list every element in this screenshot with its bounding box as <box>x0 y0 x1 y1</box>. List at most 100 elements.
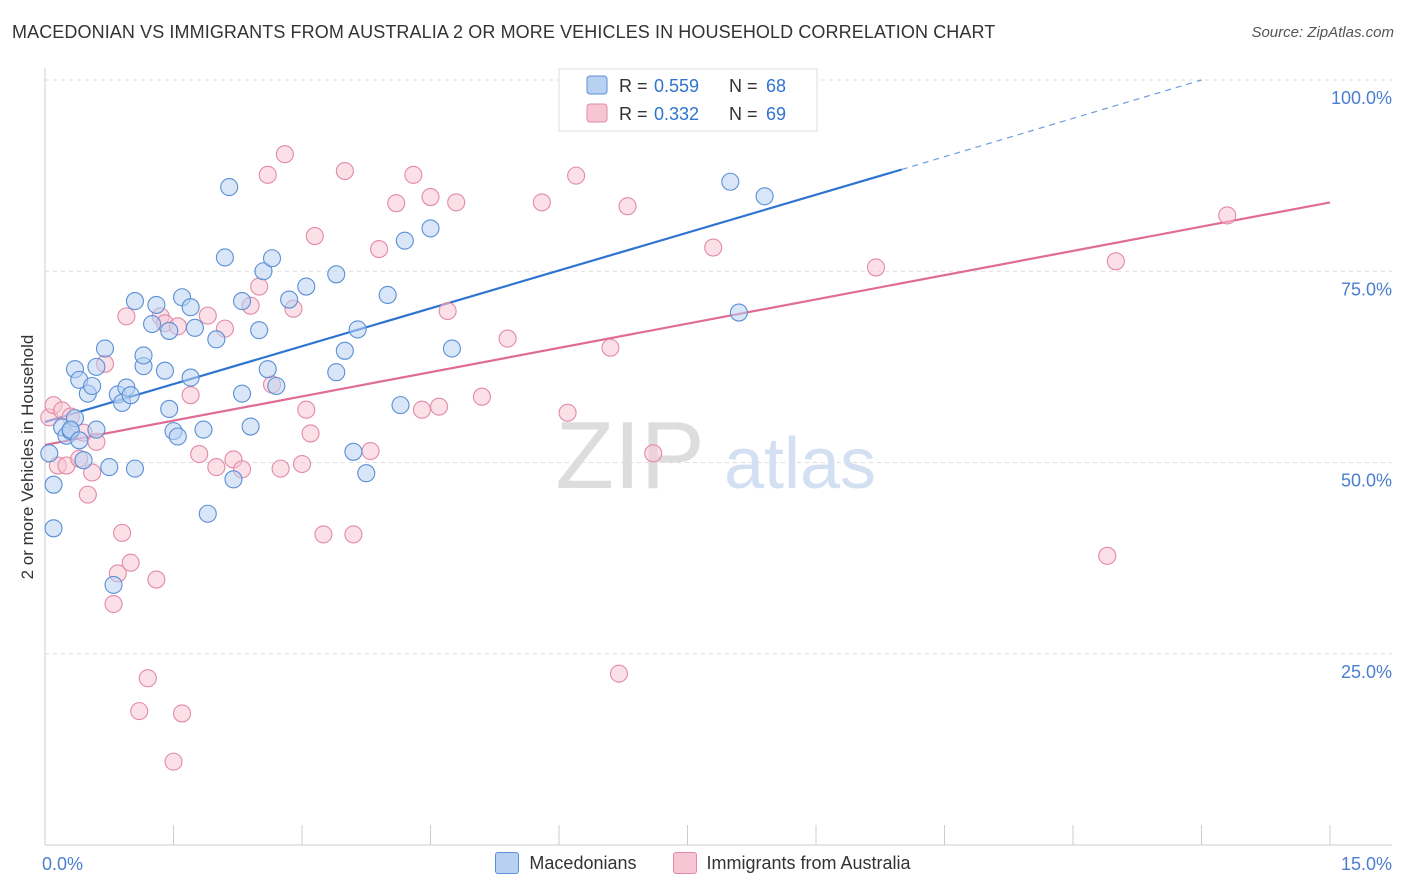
point-immigrants <box>704 238 723 257</box>
point-macedonians <box>729 303 748 322</box>
point-macedonians <box>44 519 63 538</box>
watermark: ZIP atlas <box>555 402 876 509</box>
point-macedonians <box>220 178 239 197</box>
point-macedonians <box>348 320 367 339</box>
point-immigrants <box>438 301 457 321</box>
point-macedonians <box>83 376 102 396</box>
point-macedonians <box>391 396 410 415</box>
legend-r-label-2: R = <box>619 104 648 124</box>
point-immigrants <box>138 669 157 688</box>
point-macedonians <box>70 431 89 450</box>
point-immigrants <box>164 752 183 771</box>
point-immigrants <box>250 277 269 296</box>
point-macedonians <box>100 458 119 477</box>
point-macedonians <box>121 386 140 405</box>
point-immigrants <box>147 570 166 589</box>
point-macedonians <box>344 442 363 461</box>
point-immigrants <box>404 165 423 184</box>
point-immigrants <box>117 307 136 326</box>
point-immigrants <box>173 704 192 723</box>
point-macedonians <box>232 384 252 403</box>
x-tick-label: 15.0% <box>1341 854 1392 874</box>
point-immigrants <box>301 424 320 443</box>
point-immigrants <box>198 306 217 325</box>
legend-swatch-pink <box>672 852 697 874</box>
point-immigrants <box>1098 546 1117 565</box>
point-macedonians <box>194 420 213 439</box>
point-immigrants <box>335 161 354 181</box>
point-immigrants <box>1106 252 1125 271</box>
point-macedonians <box>40 444 59 463</box>
tick-labels: 25.0% 50.0% 75.0% 100.0% 0.0% 15.0% <box>42 88 1392 874</box>
point-immigrants <box>181 386 200 405</box>
y-tick-label: 75.0% <box>1341 279 1392 299</box>
point-immigrants <box>207 458 226 477</box>
point-macedonians <box>357 464 376 483</box>
point-immigrants <box>83 463 102 482</box>
point-immigrants <box>305 227 324 246</box>
watermark-atlas: atlas <box>724 424 876 504</box>
point-macedonians <box>224 470 243 489</box>
point-macedonians <box>254 262 273 281</box>
point-immigrants <box>1218 206 1237 225</box>
point-immigrants <box>104 594 123 614</box>
point-macedonians <box>168 427 187 446</box>
legend-swatch-macedonians <box>586 75 608 95</box>
point-macedonians <box>721 172 740 191</box>
watermark-zip: ZIP <box>555 402 704 509</box>
point-macedonians <box>327 265 346 284</box>
point-immigrants <box>866 258 886 277</box>
grid-lines <box>45 79 1392 655</box>
axes <box>44 68 1392 846</box>
point-immigrants <box>430 397 449 416</box>
point-immigrants <box>447 193 466 212</box>
legend-n-value-1: 68 <box>766 76 786 96</box>
point-immigrants <box>370 240 389 259</box>
point-macedonians <box>125 292 144 311</box>
point-immigrants <box>532 193 551 212</box>
trendline-immigrants <box>44 201 1331 446</box>
point-macedonians <box>104 575 123 594</box>
point-macedonians <box>147 295 166 314</box>
point-immigrants <box>275 145 294 164</box>
point-macedonians <box>280 290 299 309</box>
bottom-legend: Macedonians Immigrants from Australia <box>0 852 1406 874</box>
point-immigrants <box>498 329 517 348</box>
legend-n-label-1: N = <box>729 76 758 96</box>
point-immigrants <box>361 441 380 461</box>
point-macedonians <box>143 314 162 334</box>
point-macedonians <box>335 341 354 360</box>
legend-swatch-immigrants <box>586 103 608 123</box>
point-macedonians <box>755 187 774 206</box>
chart-title: MACEDONIAN VS IMMIGRANTS FROM AUSTRALIA … <box>12 22 996 42</box>
x-tick-label: 0.0% <box>42 854 83 874</box>
point-immigrants <box>113 523 132 542</box>
source-label: Source: ZipAtlas.com <box>1251 24 1394 41</box>
point-macedonians <box>44 475 63 494</box>
point-macedonians <box>232 292 252 311</box>
y-tick-label: 50.0% <box>1341 471 1392 491</box>
point-immigrants <box>412 400 431 419</box>
point-immigrants <box>78 485 97 504</box>
y-tick-label: 100.0% <box>1331 88 1392 108</box>
point-macedonians <box>378 285 397 305</box>
legend-n-label-2: N = <box>729 104 758 124</box>
legend-r-label-1: R = <box>619 76 648 96</box>
point-macedonians <box>395 231 414 250</box>
point-immigrants <box>190 445 209 464</box>
legend-r-value-2: 0.332 <box>654 104 699 124</box>
point-macedonians <box>198 504 217 523</box>
legend-swatch-blue <box>495 852 520 874</box>
point-immigrants <box>644 444 663 463</box>
legend-n-value-2: 69 <box>766 104 786 124</box>
point-macedonians <box>95 339 115 358</box>
point-immigrants <box>344 525 363 544</box>
point-macedonians <box>262 249 282 268</box>
point-macedonians <box>134 346 153 365</box>
point-immigrants <box>121 553 140 572</box>
point-immigrants <box>618 197 637 216</box>
point-macedonians <box>160 321 179 340</box>
point-macedonians <box>297 277 316 296</box>
point-immigrants <box>271 459 290 478</box>
